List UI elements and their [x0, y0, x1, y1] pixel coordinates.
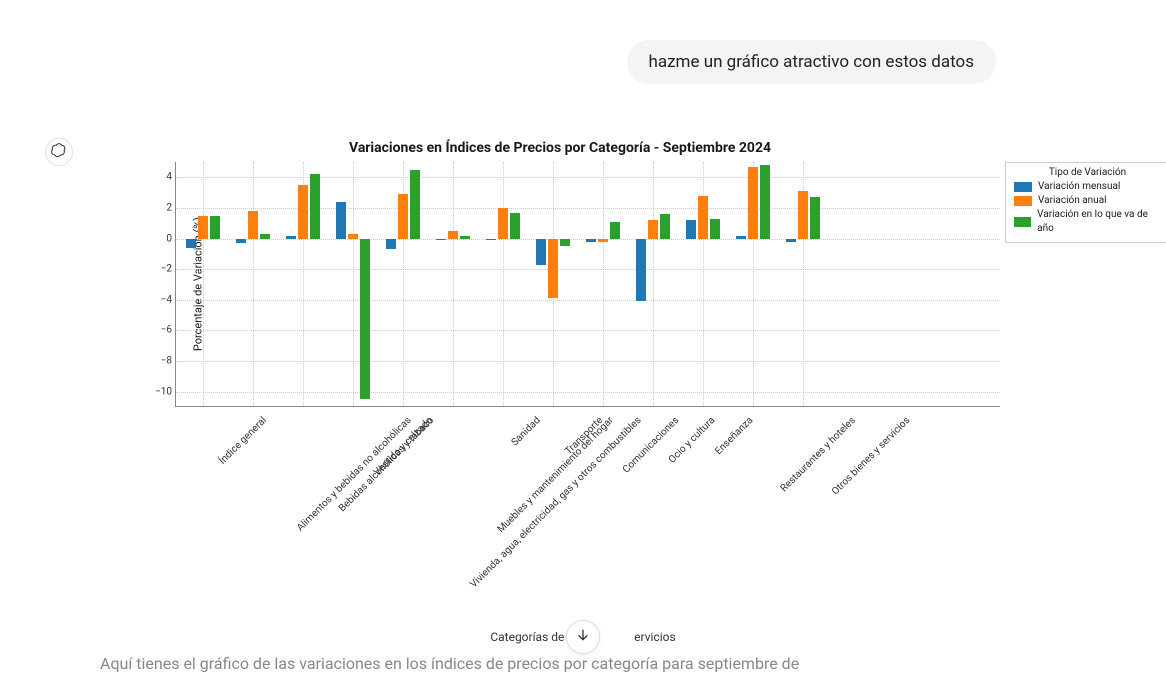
- bar: [198, 216, 208, 239]
- vgridline: [203, 162, 204, 406]
- legend-title: Tipo de Variación: [1014, 167, 1161, 178]
- bar: [748, 167, 758, 239]
- xtick-label: Muebles y mantenimiento del hogar: [496, 415, 616, 535]
- ytick-label: −10: [146, 386, 172, 397]
- assistant-response-partial: Aquí tienes el gráfico de las variacione…: [100, 654, 1006, 673]
- bar: [510, 213, 520, 239]
- legend-swatch: [1014, 217, 1031, 227]
- bar: [336, 202, 346, 239]
- chart-title: Variaciones en Índices de Precios por Ca…: [120, 140, 1000, 156]
- bar: [798, 191, 808, 238]
- bar: [498, 208, 508, 239]
- bar: [186, 239, 196, 248]
- bar: [236, 239, 246, 244]
- scroll-down-button[interactable]: [566, 620, 600, 654]
- ytick-label: −8: [146, 356, 172, 367]
- ytick-label: 4: [146, 172, 172, 183]
- bar: [548, 239, 558, 299]
- bar: [248, 211, 258, 239]
- ytick-label: 2: [146, 202, 172, 213]
- bar: [636, 239, 646, 302]
- bar: [348, 234, 358, 239]
- bar: [460, 236, 470, 239]
- xtick-label: Vivienda, agua, electricidad, gas y otro…: [468, 415, 643, 590]
- bar: [810, 197, 820, 238]
- bar: [610, 222, 620, 239]
- legend-swatch: [1014, 196, 1032, 206]
- bar: [310, 174, 320, 238]
- bar: [436, 239, 446, 241]
- gridline: [176, 300, 1000, 301]
- bar: [386, 239, 396, 250]
- vgridline: [453, 162, 454, 406]
- user-message-bubble: hazme un gráfico atractivo con estos dat…: [627, 40, 996, 84]
- bar: [210, 216, 220, 239]
- chart-legend: Tipo de Variación Variación mensualVaria…: [1005, 162, 1166, 243]
- legend-item: Variación mensual: [1014, 180, 1161, 194]
- ytick-label: −6: [146, 325, 172, 336]
- gridline: [176, 361, 1000, 362]
- bar: [648, 220, 658, 238]
- openai-logo-icon: [51, 142, 67, 162]
- bar: [260, 234, 270, 239]
- bar: [698, 196, 708, 239]
- price-variation-chart: Variaciones en Índices de Precios por Ca…: [120, 140, 1000, 407]
- legend-swatch: [1014, 182, 1032, 192]
- bar: [448, 231, 458, 239]
- bar: [760, 165, 770, 239]
- bar: [660, 214, 670, 239]
- vgridline: [353, 162, 354, 406]
- bar: [686, 220, 696, 238]
- legend-label: Variación anual: [1038, 194, 1107, 208]
- xtick-label: Enseñanza: [713, 415, 755, 457]
- ytick-label: −2: [146, 264, 172, 275]
- ytick-label: 0: [146, 233, 172, 244]
- gridline: [176, 392, 1000, 393]
- bar: [736, 236, 746, 239]
- bar: [560, 239, 570, 247]
- bar: [298, 185, 308, 239]
- xtick-label: Sanidad: [510, 415, 543, 448]
- vgridline: [653, 162, 654, 406]
- gridline: [176, 177, 1000, 178]
- gridline: [176, 269, 1000, 270]
- bar: [486, 239, 496, 241]
- assistant-avatar: [45, 138, 73, 166]
- vgridline: [503, 162, 504, 406]
- legend-item: Variación en lo que va de año: [1014, 208, 1161, 236]
- bar: [786, 239, 796, 242]
- legend-label: Variación en lo que va de año: [1037, 208, 1161, 236]
- ytick-label: −4: [146, 294, 172, 305]
- bar: [410, 170, 420, 239]
- vgridline: [603, 162, 604, 406]
- bar: [536, 239, 546, 265]
- vgridline: [253, 162, 254, 406]
- arrow-down-icon: [575, 627, 591, 647]
- bar: [598, 239, 608, 242]
- xtick-label: Alimentos y bebidas no alcohólicas: [295, 415, 414, 534]
- gridline: [176, 330, 1000, 331]
- user-message-text: hazme un gráfico atractivo con estos dat…: [649, 52, 974, 72]
- xtick-label: Índice general: [217, 415, 269, 467]
- chart-plot-area: Porcentaje de Variación (%) Tipo de Vari…: [175, 162, 1000, 407]
- bar: [710, 219, 720, 239]
- bar: [360, 239, 370, 400]
- bar: [586, 239, 596, 242]
- legend-label: Variación mensual: [1038, 180, 1120, 194]
- bar: [398, 194, 408, 238]
- bar: [286, 236, 296, 239]
- legend-item: Variación anual: [1014, 194, 1161, 208]
